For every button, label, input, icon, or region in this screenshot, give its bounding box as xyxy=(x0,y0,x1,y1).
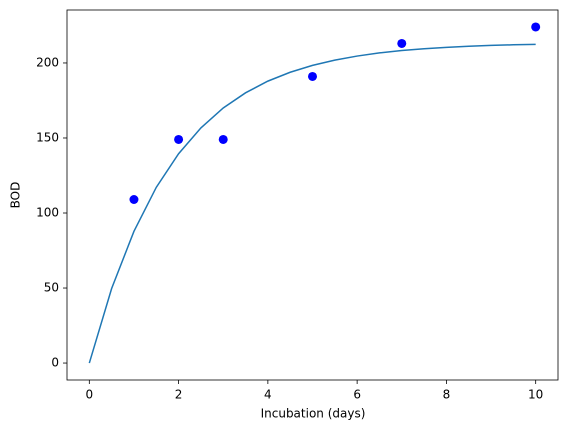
y-tick-label: 200 xyxy=(36,55,59,69)
data-point xyxy=(397,38,407,48)
data-point xyxy=(308,71,317,81)
y-axis-label: BOD xyxy=(9,182,23,209)
fit-line xyxy=(88,43,536,364)
y-tick-label: 50 xyxy=(44,281,59,295)
data-point xyxy=(218,134,228,144)
x-axis-label: Incubation (days) xyxy=(261,407,366,421)
y-tick-label: 0 xyxy=(51,356,59,370)
x-tick-label: 10 xyxy=(528,388,543,402)
y-tick-label: 150 xyxy=(36,130,59,144)
x-tick-label: 6 xyxy=(353,388,361,402)
data-point xyxy=(129,195,139,205)
y-tick-label: 100 xyxy=(36,206,59,220)
x-tick-label: 8 xyxy=(443,388,451,402)
x-tick-label: 0 xyxy=(85,388,93,402)
data-point xyxy=(531,22,541,32)
data-point xyxy=(174,134,184,144)
x-tick-label: 2 xyxy=(175,388,183,402)
x-tick-label: 4 xyxy=(264,388,272,402)
plot-frame xyxy=(66,9,559,381)
